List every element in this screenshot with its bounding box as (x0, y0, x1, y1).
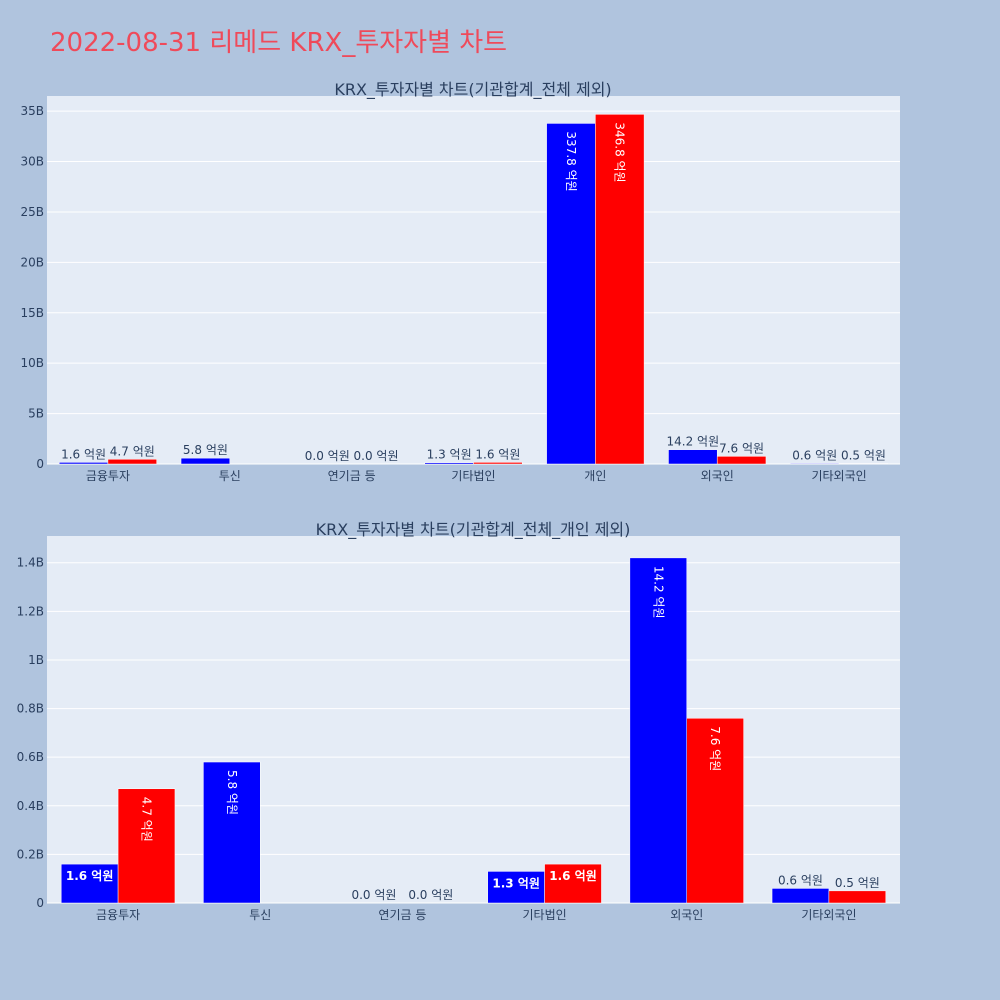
y-tick-label: 0.6B (17, 750, 44, 764)
chart-title-top: KRX_투자자별 차트(기관합계_전체 제외) (334, 80, 611, 100)
bar-sell (838, 463, 889, 465)
bar-buy (546, 123, 596, 465)
bar-sell (117, 788, 176, 904)
y-tick-label: 5B (28, 407, 44, 421)
y-tick-label: 0.4B (17, 799, 44, 813)
bar-buy (180, 457, 231, 465)
data-label: 0.0 억원 (351, 888, 396, 902)
y-tick-label: 30B (20, 155, 44, 169)
y-tick-label: 0.2B (17, 847, 44, 861)
data-label: 1.6 억원 (549, 869, 597, 883)
y-tick-label: 10B (20, 356, 44, 370)
plot-area (47, 96, 900, 464)
data-label: 5.8 억원 (225, 770, 239, 815)
x-tick-label: 투신 (249, 908, 271, 922)
bar-sell (544, 863, 602, 904)
x-tick-label: 연기금 등 (378, 908, 426, 922)
bar-buy (60, 863, 119, 904)
bar-buy (629, 557, 688, 904)
chart-panel-top: KRX_투자자별 차트(기관합계_전체 제외) 0 5B 10B 15B 20B 25B 3… (20, 80, 900, 483)
chart-panel-bottom: KRX_투자자별 차트(기관합계_전체_개인 제외) 0 0.2B 0.4B 0.6B… (17, 520, 900, 922)
y-tick-label: 20B (20, 255, 44, 269)
bar-sell (828, 890, 887, 904)
x-tick-label: 금융투자 (86, 469, 130, 483)
y-tick-label: 1.4B (17, 556, 44, 570)
data-label: 337.8 억원 (564, 131, 578, 191)
data-label: 0.0 억원 (408, 888, 453, 902)
y-tick-label: 25B (20, 205, 44, 219)
y-tick-label: 15B (20, 306, 44, 320)
y-tick-label: 1B (28, 653, 44, 667)
page-title: 2022-08-31 리메드 KRX_투자자별 차트 (50, 28, 508, 58)
x-tick-label: 투신 (219, 469, 241, 483)
data-label: 0.6 억원 (792, 448, 837, 462)
bar-buy (58, 462, 109, 465)
y-tick-label: 1.2B (17, 604, 44, 618)
bar-sell (716, 456, 767, 465)
x-tick-label: 기타외국인 (801, 908, 856, 922)
data-label: 7.6 억원 (719, 441, 764, 455)
bar-sell (107, 459, 157, 465)
data-label: 1.3 억원 (427, 448, 472, 462)
y-tick-label: 0.8B (17, 702, 44, 716)
data-label: 5.8 억원 (183, 443, 228, 457)
bar-buy (771, 888, 830, 904)
x-tick-label: 개인 (584, 469, 606, 483)
data-label: 14.2 억원 (667, 435, 720, 449)
data-label: 1.6 억원 (66, 869, 114, 883)
y-tick-label: 0 (36, 457, 44, 471)
data-label: 4.7 억원 (110, 444, 155, 458)
y-tick-label: 35B (20, 104, 44, 118)
x-tick-label: 기타법인 (451, 469, 495, 483)
data-label: 7.6 억원 (708, 726, 722, 771)
bar-sell (595, 114, 645, 465)
data-label: 0.5 억원 (835, 876, 880, 890)
data-label: 14.2 억원 (651, 566, 665, 619)
bar-sell (473, 462, 523, 465)
data-label: 0.6 억원 (778, 873, 823, 887)
bar-sell (686, 718, 744, 904)
x-tick-label: 연기금 등 (328, 469, 376, 483)
bar-buy (790, 463, 840, 465)
bar-buy (487, 871, 545, 904)
data-label: 4.7 억원 (140, 797, 154, 842)
data-label: 346.8 억원 (613, 122, 627, 182)
data-label: 0.0 억원 (354, 449, 399, 463)
data-label: 0.0 억원 (305, 449, 350, 463)
x-tick-label: 외국인 (701, 469, 734, 483)
x-tick-label: 외국인 (670, 908, 703, 922)
data-label: 1.3 억원 (492, 876, 540, 890)
chart-title-bottom: KRX_투자자별 차트(기관합계_전체_개인 제외) (316, 520, 631, 540)
x-tick-label: 기타외국인 (811, 469, 866, 483)
x-tick-label: 금융투자 (96, 908, 140, 922)
bar-buy (424, 462, 474, 465)
data-label: 0.5 억원 (841, 448, 886, 462)
bar-buy (668, 449, 718, 465)
data-label: 1.6 억원 (61, 447, 106, 461)
x-tick-label: 기타법인 (522, 908, 566, 922)
y-tick-label: 0 (36, 896, 44, 910)
bar-buy (203, 761, 261, 904)
plot-area (47, 536, 900, 903)
data-label: 1.6 억원 (475, 447, 520, 461)
